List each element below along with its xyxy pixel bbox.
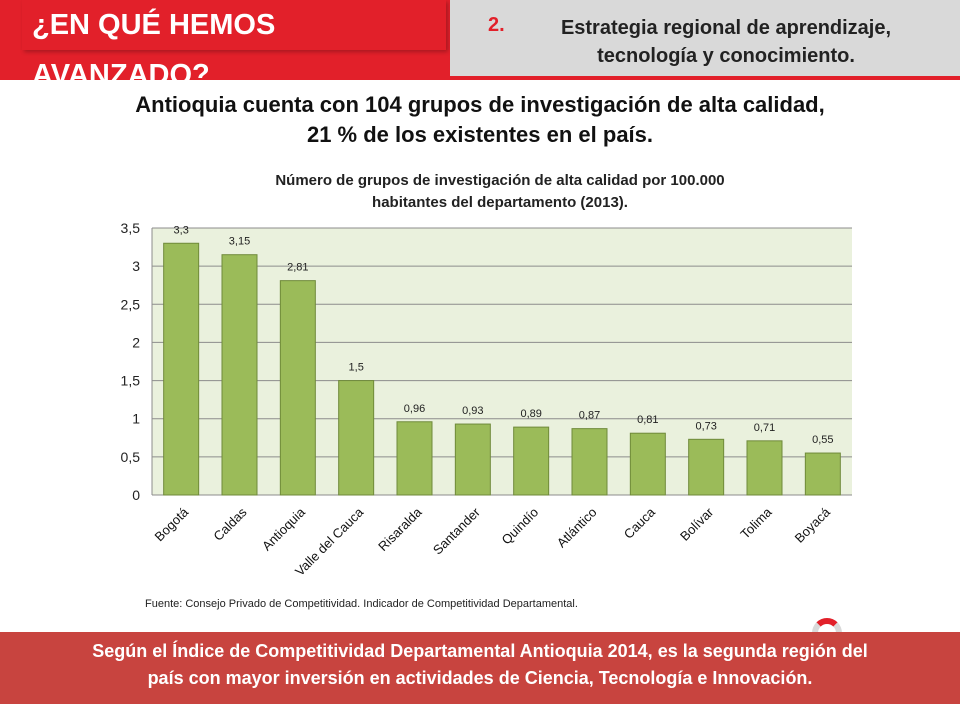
y-tick-label: 1,5: [121, 373, 141, 389]
y-tick-label: 3,5: [121, 220, 141, 236]
bar: [571, 428, 608, 496]
data-label: 1,5: [349, 362, 364, 374]
footer-line-1: Según el Índice de Competitividad Depart…: [92, 641, 868, 661]
data-label: 0,55: [812, 434, 833, 446]
data-label: 3,3: [174, 224, 189, 236]
data-label: 0,96: [404, 403, 425, 415]
strategy-number: 2.: [488, 14, 505, 36]
chart-title-line-1: Número de grupos de investigación de alt…: [275, 172, 725, 189]
page-title: ¿EN QUÉ HEMOS AVANZADO?: [22, 0, 446, 91]
strategy-panel: [450, 0, 960, 76]
bar: [804, 452, 841, 496]
footer-banner: Según el Índice de Competitividad Depart…: [0, 632, 960, 704]
data-label: 0,93: [462, 405, 483, 417]
bar: [338, 380, 375, 496]
x-tick-label: Cauca: [621, 504, 659, 542]
x-tick-label: Tolima: [737, 504, 775, 542]
x-tick-label: Boyacá: [792, 504, 834, 546]
x-tick-label: Risaralda: [375, 504, 425, 554]
data-label: 3,15: [229, 236, 250, 248]
bar: [454, 423, 491, 496]
chart-title: Número de grupos de investigación de alt…: [150, 170, 850, 214]
x-tick-label: Antioquia: [259, 504, 308, 553]
chart-title-line-2: habitantes del departamento (2013).: [372, 194, 628, 211]
y-tick-label: 1: [132, 411, 140, 427]
bar: [688, 438, 725, 496]
y-tick-label: 2,5: [121, 296, 141, 312]
source-note: Fuente: Consejo Privado de Competitivida…: [145, 598, 578, 610]
y-tick-label: 2: [132, 334, 140, 350]
strategy-text: Estrategia regional de aprendizaje, tecn…: [560, 17, 892, 67]
data-label: 0,81: [637, 414, 658, 426]
footer-line-2: país con mayor inversión en actividades …: [147, 668, 813, 688]
data-label: 0,73: [695, 420, 716, 432]
bar: [629, 432, 666, 496]
data-label: 0,87: [579, 410, 600, 422]
y-tick-label: 0,5: [121, 449, 141, 465]
headline-line-1: Antioquia cuenta con 104 grupos de inves…: [135, 92, 825, 117]
data-label: 0,89: [520, 408, 541, 420]
headline: Antioquia cuenta con 104 grupos de inves…: [40, 90, 920, 150]
bar: [396, 421, 433, 496]
plot-area: [152, 228, 852, 495]
x-tick-label: Quindío: [498, 505, 541, 548]
bar: [279, 280, 316, 496]
x-tick-label: Caldas: [210, 504, 250, 544]
x-tick-label: Bolívar: [677, 504, 717, 544]
y-tick-label: 0: [132, 487, 140, 503]
data-label: 2,81: [287, 262, 308, 274]
bar: [513, 426, 550, 496]
x-tick-label: Atlántico: [554, 505, 600, 551]
bar: [163, 242, 200, 496]
x-tick-label: Bogotá: [152, 504, 192, 544]
data-label: 0,71: [754, 422, 775, 434]
x-tick-label: Santander: [430, 504, 484, 558]
bar: [221, 254, 258, 496]
headline-line-2: 21 % de los existentes en el país.: [306, 122, 654, 147]
bar: [746, 440, 783, 496]
y-tick-label: 3: [132, 258, 140, 274]
